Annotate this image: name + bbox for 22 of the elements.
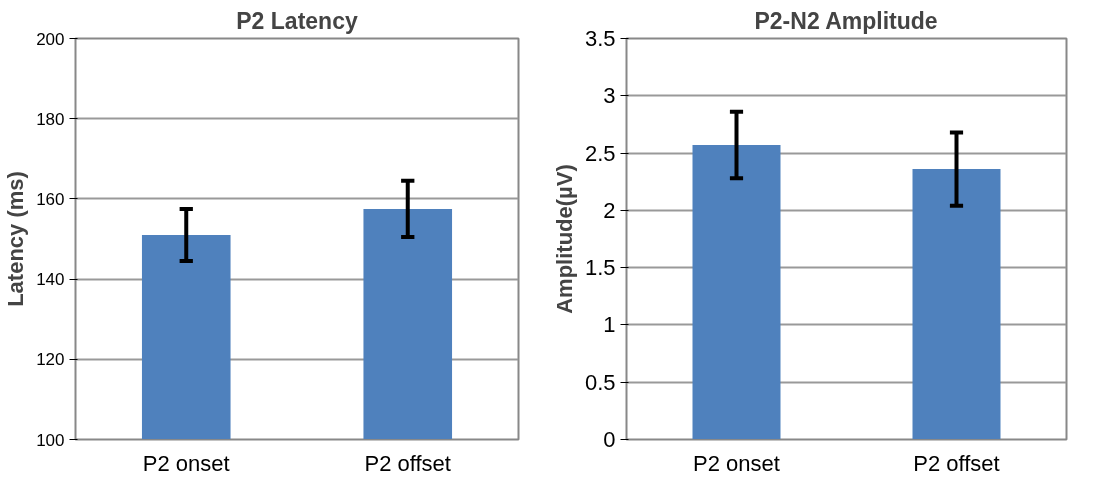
y-tick-label: 100 [36, 430, 65, 450]
x-tick-label: P2 offset [913, 450, 1000, 476]
x-tick-label: P2 onset [693, 450, 780, 476]
chart-title: P2 Latency [236, 7, 358, 34]
y-tick-label: 2 [603, 197, 616, 223]
y-tick-label: 160 [36, 189, 65, 209]
y-axis-title: Latency (ms) [3, 171, 29, 307]
y-tick-label: 140 [36, 270, 65, 290]
y-tick-label: 3 [603, 83, 616, 109]
y-tick-label: 0.5 [584, 369, 616, 395]
y-tick-label: 1 [603, 312, 616, 338]
chart-title: P2-N2 Amplitude [754, 7, 938, 34]
y-axis-title: Amplitude(µV) [551, 164, 577, 314]
y-tick-label: 180 [36, 109, 65, 129]
y-tick-label: 1.5 [584, 255, 616, 281]
y-tick-label: 3.5 [584, 26, 616, 51]
y-tick-label: 200 [36, 29, 65, 49]
x-tick-label: P2 onset [142, 450, 230, 476]
x-tick-label: P2 offset [364, 450, 451, 476]
y-tick-label: 0 [603, 427, 616, 452]
y-tick-label: 120 [36, 350, 65, 370]
y-tick-label: 2.5 [584, 140, 616, 166]
